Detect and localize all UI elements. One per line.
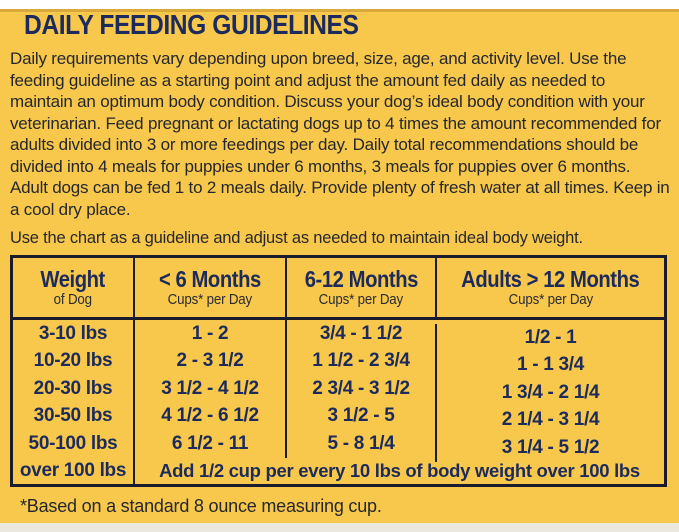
intro-paragraph: Daily requirements vary depending upon b…: [10, 49, 670, 219]
value-cell-adults: 1 3/4 - 2 1/4: [435, 379, 664, 407]
top-edge-strip: [0, 9, 679, 12]
value-cell-adults: 2 1/4 - 3 1/4: [435, 406, 664, 434]
value-cell-6-12-months: 5 - 8 1/4: [285, 430, 435, 458]
value-cell-under-6-months: 6 1/2 - 11: [133, 430, 285, 458]
weight-cell: 3-10 lbs: [38, 322, 108, 344]
column-header-adults-sublabel: Cups* per Day: [508, 291, 593, 308]
column-header-weight-sublabel: of Dog: [53, 291, 93, 308]
value-cell-adults: 1/2 - 1: [435, 324, 664, 352]
column-header-under-6-months-sublabel: Cups* per Day: [167, 291, 253, 308]
column-header-6-12-months-sublabel: Cups* per Day: [318, 291, 404, 308]
column-header-under-6-months-label: < 6 Months: [159, 265, 261, 292]
weight-cell: 30-50 lbs: [33, 405, 113, 427]
column-header-under-6-months: < 6 Months Cups* per Day: [133, 258, 285, 320]
value-cell-6-12-months: 1 1/2 - 2 3/4: [285, 347, 435, 375]
weight-cell: 10-20 lbs: [33, 350, 113, 372]
value-cell-6-12-months: 3/4 - 1 1/2: [285, 320, 435, 348]
column-header-adults-label: Adults > 12 Months: [461, 265, 640, 292]
value-cell-under-6-months: 1 - 2: [133, 320, 285, 348]
weight-cell: 20-30 lbs: [33, 377, 113, 399]
column-header-adults: Adults > 12 Months Cups* per Day: [435, 258, 664, 320]
footnote: *Based on a standard 8 ounce measuring c…: [20, 495, 382, 516]
feeding-table: Weight of Dog < 6 Months Cups* per Day 6…: [10, 255, 667, 487]
column-header-6-12-months-label: 6-12 Months: [304, 265, 418, 292]
weight-cell-over-100: over 100 lbs: [19, 459, 127, 481]
value-cell-6-12-months: 2 3/4 - 3 1/2: [285, 375, 435, 403]
chart-note: Use the chart as a guideline and adjust …: [10, 229, 583, 247]
over-100-lbs-note: Add 1/2 cup per every 10 lbs of body wei…: [133, 457, 664, 484]
weight-cell: 50-100 lbs: [28, 432, 118, 454]
bottom-edge-strip: [0, 523, 679, 532]
value-cell-adults: 3 1/4 - 5 1/2: [435, 434, 664, 462]
value-cell-under-6-months: 2 - 3 1/2: [133, 347, 285, 375]
value-cell-6-12-months: 3 1/2 - 5: [285, 402, 435, 430]
value-cell-under-6-months: 4 1/2 - 6 1/2: [133, 402, 285, 430]
column-header-6-12-months: 6-12 Months Cups* per Day: [285, 258, 435, 320]
column-header-weight: Weight of Dog: [13, 258, 133, 320]
feeding-guidelines-label: DAILY FEEDING GUIDELINES Daily requireme…: [0, 9, 679, 532]
page-title: DAILY FEEDING GUIDELINES: [24, 9, 359, 40]
value-cell-adults: 1 - 1 3/4: [435, 351, 664, 379]
value-cell-under-6-months: 3 1/2 - 4 1/2: [133, 375, 285, 403]
column-header-weight-label: Weight: [40, 265, 106, 292]
